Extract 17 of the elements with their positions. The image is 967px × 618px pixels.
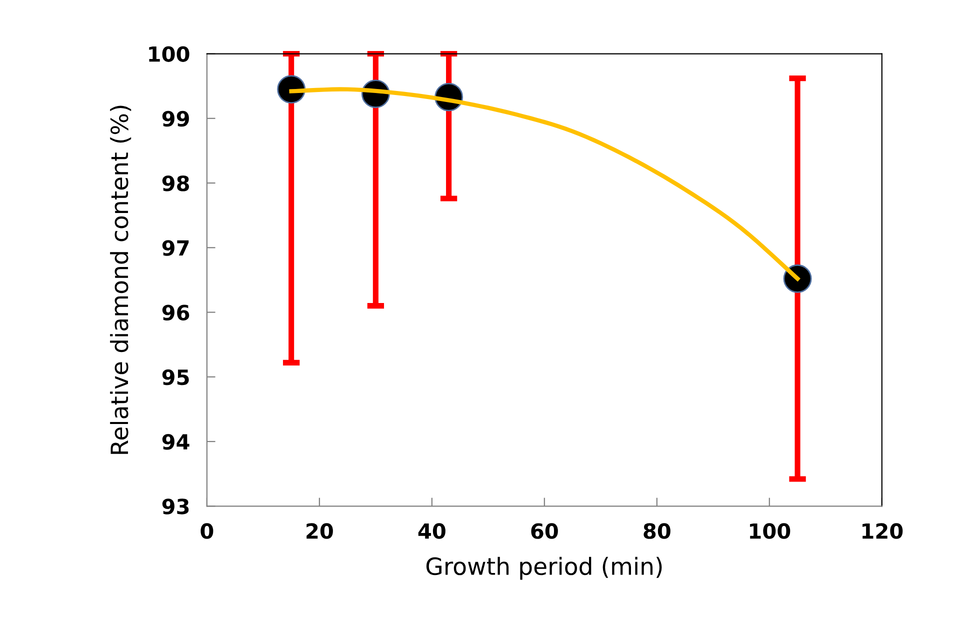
x-tick-label: 0 <box>200 523 214 539</box>
y-tick-label: 96 <box>162 304 190 320</box>
x-tick-label: 20 <box>306 523 333 539</box>
x-tick-label: 80 <box>644 523 670 539</box>
y-tick-label: 93 <box>162 498 189 514</box>
y-tick-label: 98 <box>162 175 189 192</box>
x-tick-label: 120 <box>862 523 903 539</box>
y-tick-label: 99 <box>162 110 189 127</box>
y-tick-label: 95 <box>162 369 189 386</box>
x-tick-label: 100 <box>750 523 790 539</box>
y-tick-label: 94 <box>162 434 190 450</box>
y-tick-label: 100 <box>149 46 190 62</box>
x-axis-title: Growth period (min) <box>426 556 662 580</box>
y-axis-title: Relative diamond content (%) <box>110 106 132 454</box>
x-tick-label: 60 <box>531 523 558 539</box>
y-tick-label: 97 <box>162 240 189 256</box>
x-tick-label: 40 <box>418 523 446 539</box>
